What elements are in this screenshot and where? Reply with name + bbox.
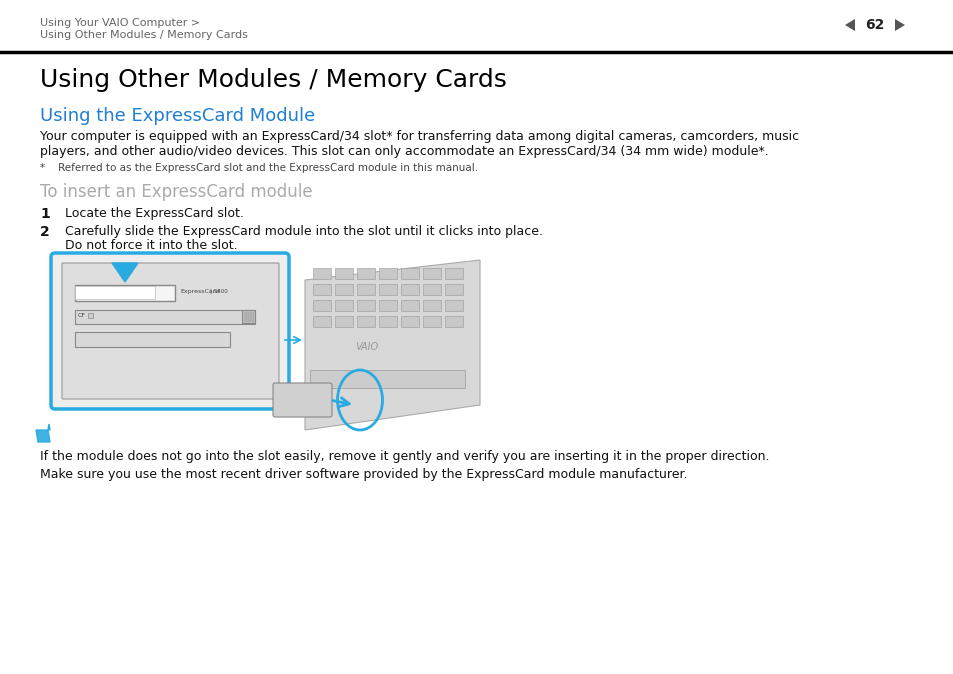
Bar bbox=[356, 300, 375, 311]
Polygon shape bbox=[36, 430, 50, 442]
Bar bbox=[400, 284, 418, 295]
Bar bbox=[335, 284, 353, 295]
Polygon shape bbox=[305, 260, 479, 430]
Bar bbox=[378, 284, 396, 295]
Text: 1: 1 bbox=[40, 207, 50, 221]
Text: Using Other Modules / Memory Cards: Using Other Modules / Memory Cards bbox=[40, 68, 506, 92]
Text: Using Your VAIO Computer >: Using Your VAIO Computer > bbox=[40, 18, 200, 28]
Bar bbox=[422, 268, 440, 279]
Text: CF: CF bbox=[78, 313, 86, 318]
Bar bbox=[244, 312, 253, 321]
Bar bbox=[422, 316, 440, 327]
Text: Using Other Modules / Memory Cards: Using Other Modules / Memory Cards bbox=[40, 30, 248, 40]
Bar bbox=[356, 316, 375, 327]
Polygon shape bbox=[112, 263, 138, 282]
Bar bbox=[400, 268, 418, 279]
Bar bbox=[444, 316, 462, 327]
Bar bbox=[378, 316, 396, 327]
Bar bbox=[356, 268, 375, 279]
Bar bbox=[444, 268, 462, 279]
FancyBboxPatch shape bbox=[51, 253, 289, 409]
Bar bbox=[313, 300, 331, 311]
Polygon shape bbox=[894, 19, 904, 31]
Bar bbox=[335, 268, 353, 279]
Text: Carefully slide the ExpressCard module into the slot until it clicks into place.: Carefully slide the ExpressCard module i… bbox=[65, 225, 542, 238]
Text: Locate the ExpressCard slot.: Locate the ExpressCard slot. bbox=[65, 207, 244, 220]
Bar bbox=[422, 300, 440, 311]
Bar bbox=[242, 310, 254, 323]
Text: Make sure you use the most recent driver software provided by the ExpressCard mo: Make sure you use the most recent driver… bbox=[40, 468, 687, 481]
Bar bbox=[75, 286, 154, 299]
Bar bbox=[422, 284, 440, 295]
Text: If the module does not go into the slot easily, remove it gently and verify you : If the module does not go into the slot … bbox=[40, 450, 769, 463]
Bar bbox=[335, 300, 353, 311]
Bar bbox=[356, 284, 375, 295]
Bar bbox=[400, 316, 418, 327]
Bar bbox=[313, 268, 331, 279]
Bar bbox=[75, 285, 174, 301]
Text: To insert an ExpressCard module: To insert an ExpressCard module bbox=[40, 183, 313, 201]
Bar bbox=[313, 284, 331, 295]
Bar bbox=[400, 300, 418, 311]
Text: *    Referred to as the ExpressCard slot and the ExpressCard module in this manu: * Referred to as the ExpressCard slot an… bbox=[40, 163, 477, 173]
Text: ExpressCard: ExpressCard bbox=[180, 289, 219, 294]
Bar bbox=[313, 316, 331, 327]
Text: Do not force it into the slot.: Do not force it into the slot. bbox=[65, 239, 237, 252]
Bar bbox=[335, 316, 353, 327]
Text: VAIO: VAIO bbox=[355, 342, 377, 352]
FancyBboxPatch shape bbox=[273, 383, 332, 417]
Text: players, and other audio/video devices. This slot can only accommodate an Expres: players, and other audio/video devices. … bbox=[40, 145, 768, 158]
Text: 62: 62 bbox=[864, 18, 883, 32]
Bar bbox=[310, 370, 464, 388]
Text: 2: 2 bbox=[40, 225, 50, 239]
Polygon shape bbox=[844, 19, 854, 31]
Text: Your computer is equipped with an ExpressCard/34 slot* for transferring data amo: Your computer is equipped with an Expres… bbox=[40, 130, 799, 143]
FancyBboxPatch shape bbox=[62, 263, 278, 399]
Text: | S400: | S400 bbox=[210, 289, 228, 295]
Bar bbox=[75, 332, 230, 347]
Text: Using the ExpressCard Module: Using the ExpressCard Module bbox=[40, 107, 314, 125]
Bar bbox=[378, 268, 396, 279]
Polygon shape bbox=[48, 424, 50, 430]
Bar bbox=[63, 264, 277, 398]
Bar bbox=[444, 284, 462, 295]
Bar bbox=[88, 313, 92, 318]
Bar bbox=[378, 300, 396, 311]
Bar bbox=[444, 300, 462, 311]
Bar bbox=[75, 310, 254, 324]
